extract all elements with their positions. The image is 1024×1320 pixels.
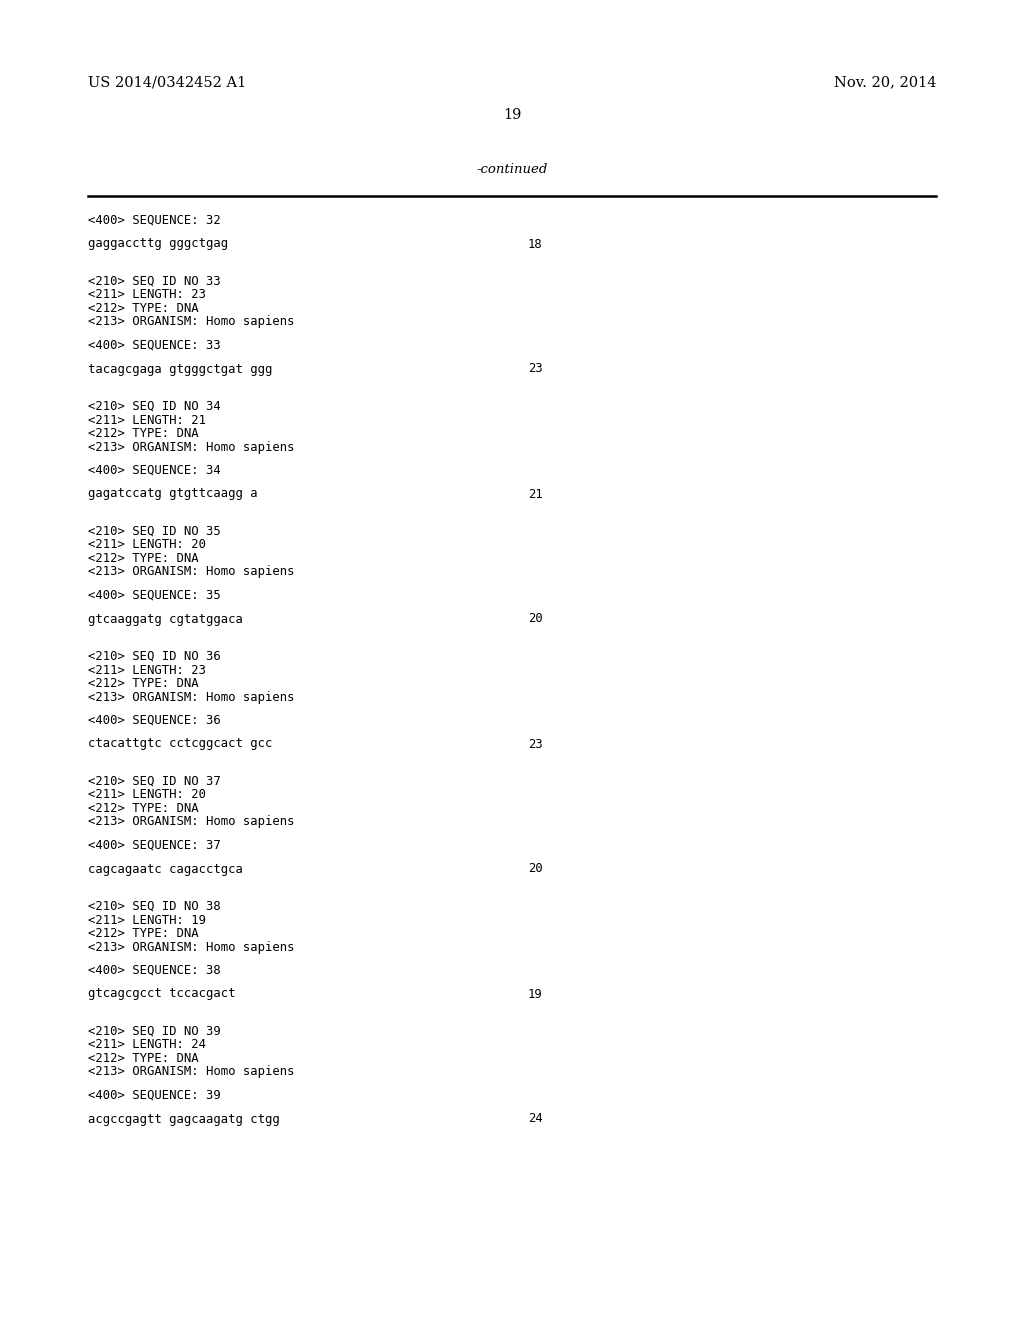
Text: acgccgagtt gagcaagatg ctgg: acgccgagtt gagcaagatg ctgg — [88, 1113, 280, 1126]
Text: <213> ORGANISM: Homo sapiens: <213> ORGANISM: Homo sapiens — [88, 441, 295, 454]
Text: <212> TYPE: DNA: <212> TYPE: DNA — [88, 803, 199, 814]
Text: 20: 20 — [528, 612, 543, 626]
Text: <210> SEQ ID NO 37: <210> SEQ ID NO 37 — [88, 775, 221, 788]
Text: <211> LENGTH: 20: <211> LENGTH: 20 — [88, 788, 206, 801]
Text: -continued: -continued — [476, 162, 548, 176]
Text: gtcaaggatg cgtatggaca: gtcaaggatg cgtatggaca — [88, 612, 243, 626]
Text: <210> SEQ ID NO 35: <210> SEQ ID NO 35 — [88, 525, 221, 539]
Text: <400> SEQUENCE: 34: <400> SEQUENCE: 34 — [88, 465, 221, 477]
Text: <211> LENGTH: 19: <211> LENGTH: 19 — [88, 913, 206, 927]
Text: gtcagcgcct tccacgact: gtcagcgcct tccacgact — [88, 987, 236, 1001]
Text: <400> SEQUENCE: 36: <400> SEQUENCE: 36 — [88, 714, 221, 727]
Text: <213> ORGANISM: Homo sapiens: <213> ORGANISM: Homo sapiens — [88, 565, 295, 578]
Text: <400> SEQUENCE: 39: <400> SEQUENCE: 39 — [88, 1089, 221, 1102]
Text: <212> TYPE: DNA: <212> TYPE: DNA — [88, 302, 199, 315]
Text: <211> LENGTH: 21: <211> LENGTH: 21 — [88, 413, 206, 426]
Text: 21: 21 — [528, 487, 543, 500]
Text: <400> SEQUENCE: 32: <400> SEQUENCE: 32 — [88, 214, 221, 227]
Text: <210> SEQ ID NO 39: <210> SEQ ID NO 39 — [88, 1026, 221, 1038]
Text: gagatccatg gtgttcaagg a: gagatccatg gtgttcaagg a — [88, 487, 258, 500]
Text: <213> ORGANISM: Homo sapiens: <213> ORGANISM: Homo sapiens — [88, 315, 295, 329]
Text: <211> LENGTH: 24: <211> LENGTH: 24 — [88, 1039, 206, 1052]
Text: tacagcgaga gtgggctgat ggg: tacagcgaga gtgggctgat ggg — [88, 363, 272, 375]
Text: <212> TYPE: DNA: <212> TYPE: DNA — [88, 927, 199, 940]
Text: 24: 24 — [528, 1113, 543, 1126]
Text: <212> TYPE: DNA: <212> TYPE: DNA — [88, 426, 199, 440]
Text: <400> SEQUENCE: 38: <400> SEQUENCE: 38 — [88, 964, 221, 977]
Text: <210> SEQ ID NO 36: <210> SEQ ID NO 36 — [88, 649, 221, 663]
Text: 19: 19 — [528, 987, 543, 1001]
Text: gaggaccttg gggctgag: gaggaccttg gggctgag — [88, 238, 228, 251]
Text: <213> ORGANISM: Homo sapiens: <213> ORGANISM: Homo sapiens — [88, 816, 295, 829]
Text: 18: 18 — [528, 238, 543, 251]
Text: <211> LENGTH: 20: <211> LENGTH: 20 — [88, 539, 206, 552]
Text: <210> SEQ ID NO 34: <210> SEQ ID NO 34 — [88, 400, 221, 413]
Text: <213> ORGANISM: Homo sapiens: <213> ORGANISM: Homo sapiens — [88, 1065, 295, 1078]
Text: Nov. 20, 2014: Nov. 20, 2014 — [834, 75, 936, 88]
Text: <213> ORGANISM: Homo sapiens: <213> ORGANISM: Homo sapiens — [88, 940, 295, 953]
Text: 19: 19 — [503, 108, 521, 121]
Text: <210> SEQ ID NO 38: <210> SEQ ID NO 38 — [88, 900, 221, 913]
Text: <212> TYPE: DNA: <212> TYPE: DNA — [88, 677, 199, 690]
Text: <211> LENGTH: 23: <211> LENGTH: 23 — [88, 664, 206, 676]
Text: <213> ORGANISM: Homo sapiens: <213> ORGANISM: Homo sapiens — [88, 690, 295, 704]
Text: <212> TYPE: DNA: <212> TYPE: DNA — [88, 1052, 199, 1065]
Text: <211> LENGTH: 23: <211> LENGTH: 23 — [88, 289, 206, 301]
Text: 20: 20 — [528, 862, 543, 875]
Text: <400> SEQUENCE: 35: <400> SEQUENCE: 35 — [88, 589, 221, 602]
Text: cagcagaatc cagacctgca: cagcagaatc cagacctgca — [88, 862, 243, 875]
Text: 23: 23 — [528, 738, 543, 751]
Text: <210> SEQ ID NO 33: <210> SEQ ID NO 33 — [88, 275, 221, 288]
Text: ctacattgtc cctcggcact gcc: ctacattgtc cctcggcact gcc — [88, 738, 272, 751]
Text: US 2014/0342452 A1: US 2014/0342452 A1 — [88, 75, 246, 88]
Text: <400> SEQUENCE: 37: <400> SEQUENCE: 37 — [88, 840, 221, 851]
Text: <212> TYPE: DNA: <212> TYPE: DNA — [88, 552, 199, 565]
Text: 23: 23 — [528, 363, 543, 375]
Text: <400> SEQUENCE: 33: <400> SEQUENCE: 33 — [88, 339, 221, 352]
